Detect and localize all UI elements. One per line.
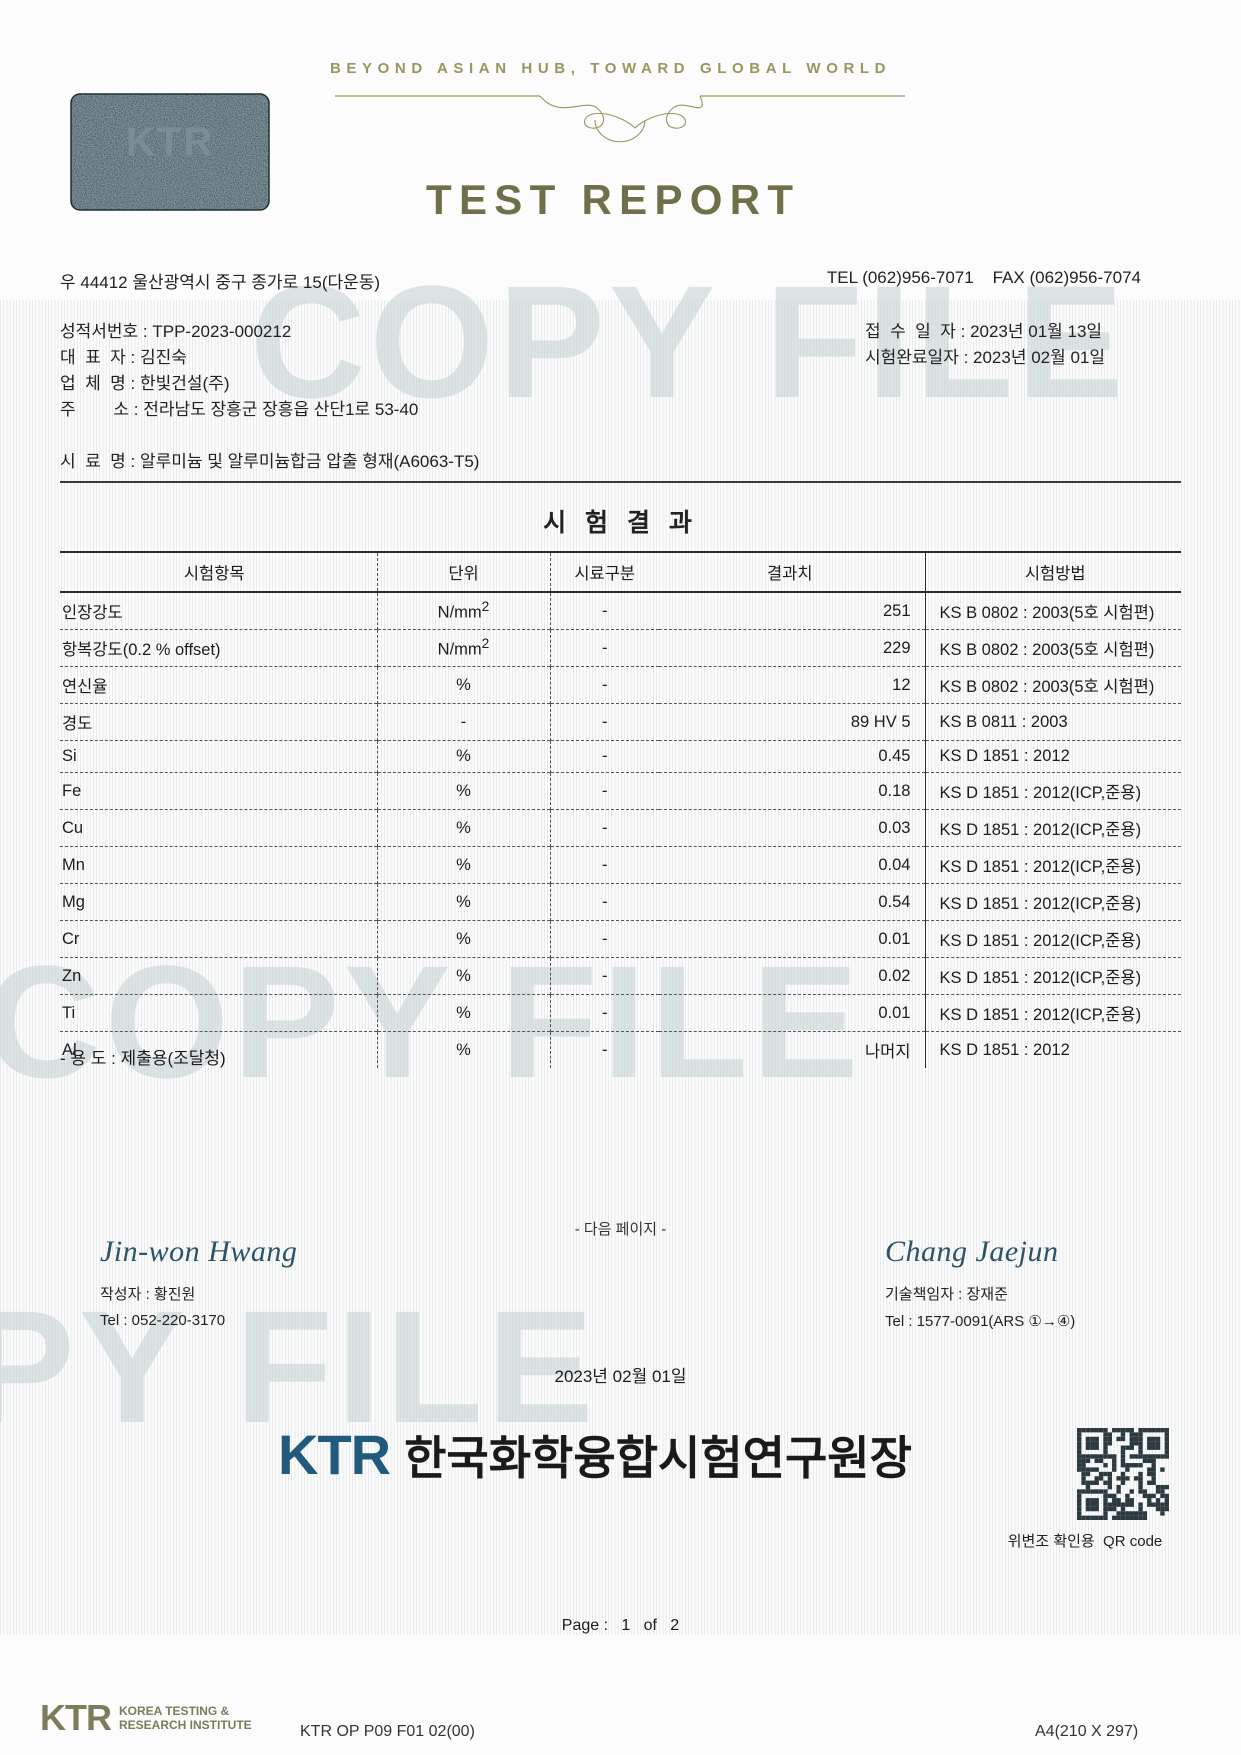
svg-text:RESEARCH INSTITUTE: RESEARCH INSTITUTE xyxy=(119,180,222,190)
svg-text:KOREA TESTING &: KOREA TESTING & xyxy=(127,169,213,179)
svg-text:KTR: KTR xyxy=(126,120,214,164)
